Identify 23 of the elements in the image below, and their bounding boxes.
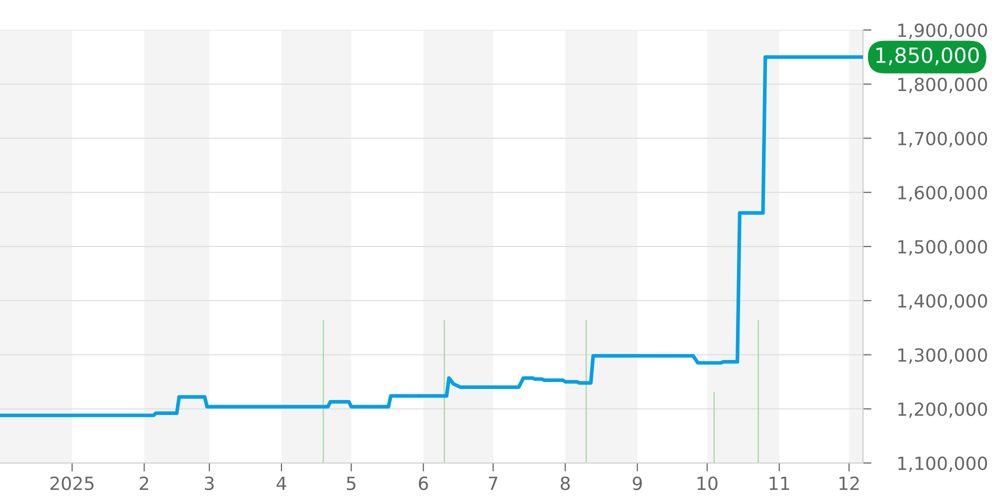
x-tick-label: 4 xyxy=(276,476,286,490)
y-tick-label: 1,100,000 xyxy=(898,456,988,472)
x-tick-label: 8 xyxy=(560,476,570,490)
x-tick-label: 6 xyxy=(418,476,428,490)
x-tick-label: 10 xyxy=(698,476,718,490)
x-tick-label: 2 xyxy=(140,476,148,490)
annotation: 1,850,000 xyxy=(876,47,979,66)
y-tick-label: 1,200,000 xyxy=(898,402,988,418)
x-tick-label: 2025 xyxy=(50,476,94,490)
y-tick-label: 1,800,000 xyxy=(898,78,988,94)
y-tick-label: 1,400,000 xyxy=(898,294,988,310)
x-tick-label: 9 xyxy=(632,476,642,490)
line-series xyxy=(0,55,863,418)
y-tick-label: 1,300,000 xyxy=(898,348,988,364)
y-tick-label: 1,600,000 xyxy=(898,186,988,202)
y-tick-label: 1,700,000 xyxy=(898,132,988,148)
x-tick-label: 7 xyxy=(488,476,498,490)
x-tick-label: 11 xyxy=(770,476,790,490)
y-tick-label: 1,500,000 xyxy=(898,240,988,256)
y-tick-label: 1,900,000 xyxy=(898,23,988,39)
x-tick-label: 5 xyxy=(346,476,356,490)
x-tick-label: 3 xyxy=(204,476,214,490)
x-tick-label: 12 xyxy=(840,476,859,490)
